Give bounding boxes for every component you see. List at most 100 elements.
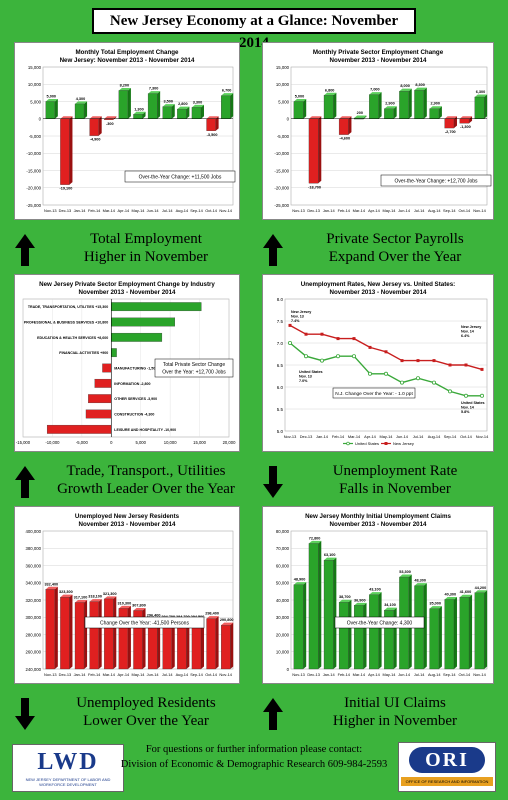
data-label: 8,200 bbox=[120, 83, 130, 87]
data-point bbox=[384, 350, 388, 354]
x-tick-label: Sep-14 bbox=[443, 208, 456, 213]
bar-top bbox=[293, 99, 307, 102]
annotation-label: Nov. 13 bbox=[291, 315, 304, 319]
bar-top bbox=[104, 596, 117, 599]
y-tick-label: 240,000 bbox=[25, 667, 41, 672]
caption-2-line2: Expand Over the Year bbox=[328, 249, 462, 265]
ori-logo-sub: OFFICE OF RESEARCH AND INFORMATION bbox=[405, 779, 489, 784]
y-tick-label: 0 bbox=[287, 117, 290, 122]
data-label: 2,900 bbox=[385, 102, 395, 106]
bar bbox=[474, 592, 485, 670]
x-tick-label: Nov-14 bbox=[219, 672, 232, 677]
y-tick-label: 10,000 bbox=[276, 82, 290, 87]
arrow-up-icon bbox=[15, 234, 35, 266]
bar-side bbox=[408, 88, 412, 119]
data-label: -300 bbox=[106, 122, 114, 126]
bar bbox=[74, 103, 85, 119]
bar bbox=[162, 106, 172, 119]
bar bbox=[429, 108, 440, 119]
bar bbox=[369, 94, 379, 119]
data-label: -4,600 bbox=[339, 137, 350, 141]
chart-ui-claims: New Jersey Monthly Initial Unemployment … bbox=[276, 513, 488, 677]
bar-top bbox=[75, 101, 88, 104]
annotation-text: Over-the-Year Change: 4,300 bbox=[347, 621, 413, 627]
chart-panel-total-employment: Monthly Total Employment Change New Jerse… bbox=[14, 42, 240, 220]
y-tick-label: 0 bbox=[287, 667, 290, 672]
category-label: CONSTRUCTION -4,300 bbox=[114, 413, 154, 417]
y-tick-label: 280,000 bbox=[25, 632, 41, 637]
bar-top bbox=[133, 608, 146, 611]
x-tick-label: Nov-13 bbox=[292, 208, 305, 213]
x-tick-label: Oct-14 bbox=[205, 672, 218, 677]
bar bbox=[60, 118, 70, 185]
data-label: 6,800 bbox=[325, 88, 335, 92]
x-tick-label: 5,000 bbox=[135, 440, 146, 445]
annotation-label: Nov. 13 bbox=[299, 375, 312, 379]
y-tick-label: 5.0 bbox=[277, 429, 284, 434]
data-label: 34,100 bbox=[384, 603, 396, 607]
x-tick-label: Jun-14 bbox=[147, 208, 160, 213]
bar-side bbox=[393, 106, 397, 119]
bar bbox=[111, 348, 117, 358]
lwd-logo: LWD NEW JERSEY DEPARTMENT OF LABOR AND W… bbox=[12, 744, 124, 792]
bar-top bbox=[221, 93, 234, 96]
y-tick-label: -15,000 bbox=[274, 168, 289, 173]
chart-title: New Jersey Private Sector Employment Cha… bbox=[39, 281, 215, 288]
bar bbox=[221, 95, 231, 119]
bar-side bbox=[438, 106, 442, 119]
bar-side bbox=[378, 92, 382, 119]
bar-side bbox=[215, 116, 219, 131]
bar-side bbox=[84, 600, 88, 669]
bar-side bbox=[484, 590, 488, 669]
x-tick-label: -10,000 bbox=[45, 440, 60, 445]
bar-top bbox=[75, 600, 88, 603]
x-tick-label: Aug-14 bbox=[428, 672, 441, 677]
x-tick-label: Jul-14 bbox=[162, 672, 173, 677]
bar-side bbox=[157, 91, 161, 119]
bar bbox=[177, 108, 187, 119]
data-label: 3,500 bbox=[163, 100, 173, 104]
caption-5-line2: Lower Over the Year bbox=[83, 713, 209, 729]
data-label: 7,300 bbox=[149, 87, 159, 91]
page-title: New Jersey Economy at a Glance: November… bbox=[92, 8, 416, 51]
y-tick-label: 7.0 bbox=[277, 341, 284, 346]
bar-side bbox=[378, 592, 382, 669]
bar bbox=[323, 560, 334, 670]
bar-top bbox=[104, 116, 117, 119]
y-tick-label: -10,000 bbox=[26, 151, 41, 156]
data-point bbox=[320, 332, 324, 336]
x-tick-label: Jan-14 bbox=[323, 672, 336, 677]
x-tick-label: 20,000 bbox=[223, 440, 236, 445]
data-label: 53,300 bbox=[399, 570, 411, 574]
x-tick-label: Jan-14 bbox=[74, 672, 87, 677]
data-point bbox=[368, 345, 372, 349]
x-tick-label: Sep-14 bbox=[190, 208, 203, 213]
x-tick-label: Nov-14 bbox=[219, 208, 232, 213]
x-tick-label: Nov-14 bbox=[476, 434, 489, 439]
bar-side bbox=[186, 619, 190, 669]
x-tick-label: Nov-14 bbox=[473, 672, 486, 677]
bar-side bbox=[215, 616, 219, 669]
x-tick-label: Feb-14 bbox=[88, 672, 101, 677]
bar bbox=[384, 108, 394, 119]
bar bbox=[323, 95, 334, 119]
bar bbox=[444, 599, 455, 670]
category-label: LEISURE AND HOSPITALITY -10,900 bbox=[114, 428, 176, 432]
x-tick-label: Oct-14 bbox=[459, 672, 472, 677]
data-label: -4,900 bbox=[90, 138, 101, 142]
x-tick-label: Dec-13 bbox=[59, 672, 72, 677]
footer-line2: Division of Economic & Demographic Resea… bbox=[120, 759, 388, 770]
y-tick-label: -20,000 bbox=[26, 186, 41, 191]
x-tick-label: Apr-14 bbox=[118, 208, 131, 213]
bar bbox=[191, 621, 202, 670]
chart-subtitle: November 2013 - November 2014 bbox=[330, 57, 428, 64]
data-label: 290,800 bbox=[220, 618, 234, 622]
bar-side bbox=[318, 540, 322, 669]
bar-top bbox=[474, 94, 488, 98]
data-point bbox=[287, 341, 292, 346]
data-point bbox=[288, 323, 292, 327]
x-tick-label: 15,000 bbox=[193, 440, 206, 445]
x-tick-label: Jan-14 bbox=[316, 434, 329, 439]
bar-side bbox=[54, 586, 58, 669]
chart-title: Monthly Total Employment Change bbox=[75, 49, 179, 56]
